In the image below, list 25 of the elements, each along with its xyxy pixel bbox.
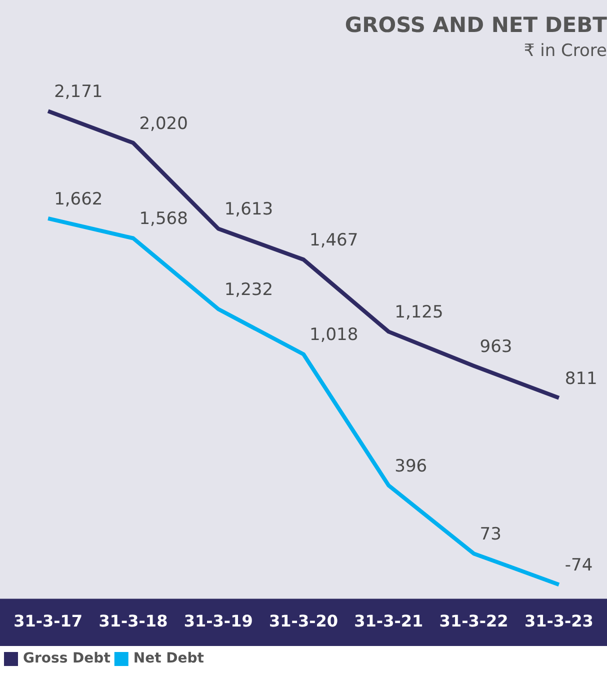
data-label: 963 (480, 336, 512, 357)
data-label: 396 (394, 456, 428, 476)
data-label: 1,018 (310, 325, 358, 346)
data-label: 2,171 (54, 82, 103, 102)
legend-label: Gross Debt (23, 650, 111, 667)
x-tick-label: 31-3-18 (98, 612, 168, 631)
data-label: 1,125 (394, 302, 444, 323)
x-tick-label: 31-3-23 (524, 612, 594, 631)
data-label: 2,020 (139, 114, 188, 134)
x-tick-label: 31-3-19 (184, 612, 253, 631)
x-tick-label: 31-3-22 (439, 612, 508, 631)
data-label: -74 (564, 556, 593, 576)
x-tick-label: 31-3-21 (354, 612, 424, 631)
data-label: 1,467 (310, 230, 358, 250)
chart-subtitle: ₹ in Crore (524, 40, 607, 61)
data-label: 73 (480, 524, 502, 545)
data-label: 1,568 (139, 209, 188, 230)
data-label: 1,613 (224, 200, 274, 220)
data-label: 1,232 (224, 280, 274, 300)
chart-title: GROSS AND NET DEBT (344, 13, 607, 38)
data-label: 811 (564, 368, 598, 389)
legend-label: Net Debt (133, 650, 204, 667)
x-tick-label: 31-3-20 (269, 612, 338, 631)
x-tick-label: 31-3-17 (14, 612, 83, 631)
data-label: 1,662 (54, 189, 103, 210)
